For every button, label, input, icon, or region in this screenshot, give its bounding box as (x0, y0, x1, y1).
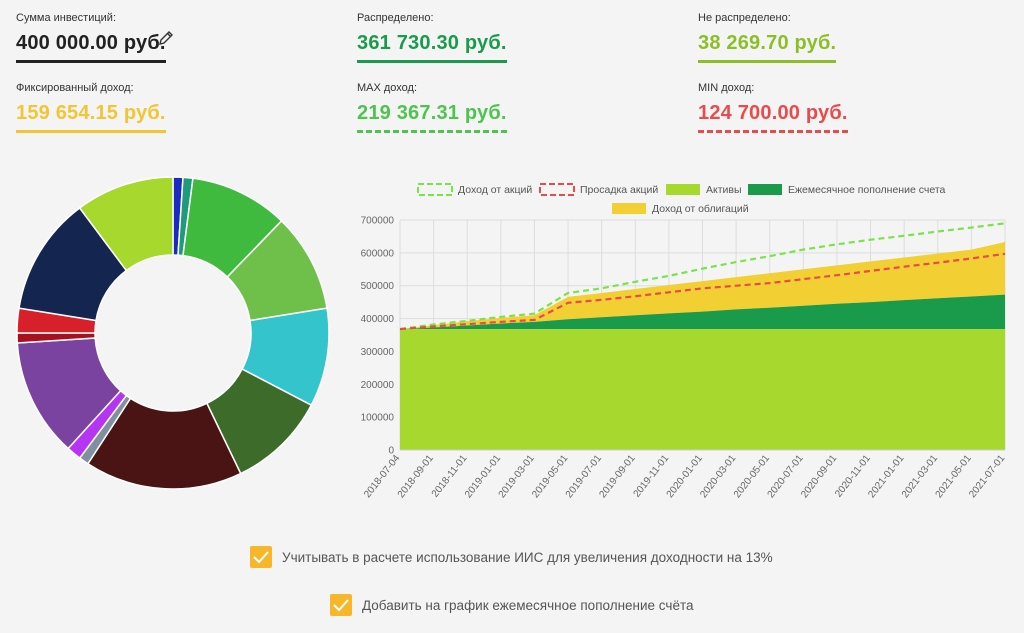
monthly-topup-option[interactable]: Добавить на график ежемесячное пополнени… (330, 594, 694, 616)
portfolio-donut-chart (16, 176, 330, 490)
iis-checkbox[interactable] (250, 546, 272, 568)
legend-swatch (539, 183, 575, 196)
stat-investment-total: Сумма инвестиций: 400 000.00 руб. (16, 12, 166, 63)
legend-item[interactable]: Активы (666, 184, 742, 196)
y-tick-label: 500000 (361, 281, 395, 292)
stat-label: MAX доход: (357, 82, 418, 94)
legend-swatch (666, 184, 700, 195)
y-tick-label: 400000 (361, 314, 395, 325)
y-tick-label: 100000 (361, 413, 395, 424)
stat-value: 400 000.00 руб. (16, 32, 166, 63)
y-tick-label: 600000 (361, 248, 395, 259)
legend-swatch (612, 203, 646, 214)
donut-slice-13[interactable] (78, 176, 174, 272)
line-stock-drawdown (399, 252, 1006, 331)
stat-value: 124 700.00 руб. (698, 102, 848, 133)
legend-item[interactable]: Ежемесячное пополнение счета (748, 184, 946, 196)
stat-min-income: MIN доход: 124 700.00 руб. (698, 82, 848, 133)
legend-item[interactable]: Доход от облигаций (612, 203, 749, 215)
stat-value: 159 654.15 руб. (16, 102, 166, 133)
pencil-icon[interactable] (158, 30, 174, 46)
legend-label: Просадка акций (580, 184, 658, 196)
stat-undistributed: Не распределено: 38 269.70 руб. (698, 12, 837, 63)
y-tick-label: 700000 (361, 216, 395, 227)
iis-option-label: Учитывать в расчете использование ИИС дл… (282, 549, 773, 565)
y-tick-label: 0 (388, 446, 394, 457)
stat-fixed-income: Фиксированный доход: 159 654.15 руб. (16, 82, 166, 133)
stat-label: Сумма инвестиций: (16, 12, 117, 24)
stat-max-income: MAX доход: 219 367.31 руб. (357, 82, 507, 133)
stat-label: Не распределено: (698, 12, 791, 24)
monthly-topup-checkbox[interactable] (330, 594, 352, 616)
checkmark-icon (333, 599, 349, 612)
area-bond-income (400, 242, 1005, 330)
area-assets (400, 329, 1005, 450)
legend-item[interactable]: Просадка акций (539, 183, 658, 196)
legend-swatch (417, 183, 453, 196)
legend-label: Доход от облигаций (652, 203, 749, 215)
legend-label: Доход от акций (458, 184, 532, 196)
legend-item[interactable]: Доход от акций (417, 183, 532, 196)
area-monthly-topup (400, 294, 1005, 330)
stat-label: Фиксированный доход: (16, 82, 134, 94)
stat-value: 38 269.70 руб. (698, 32, 837, 63)
y-tick-label: 300000 (361, 347, 395, 358)
y-tick-label: 200000 (361, 380, 395, 391)
donut-slice-6[interactable] (86, 397, 242, 490)
iis-option[interactable]: Учитывать в расчете использование ИИС дл… (250, 546, 773, 568)
stat-distributed: Распределено: 361 730.30 руб. (357, 12, 507, 63)
line-stock-income (399, 222, 1006, 331)
chart-legend: Доход от акций Просадка акций Активы Ежемес… (417, 183, 946, 215)
stat-label: MIN доход: (698, 82, 755, 94)
monthly-topup-option-label: Добавить на график ежемесячное пополнени… (362, 597, 694, 613)
stat-value: 361 730.30 руб. (357, 32, 507, 63)
legend-label: Активы (706, 184, 742, 196)
legend-label: Ежемесячное пополнение счета (788, 184, 946, 196)
stat-label: Распределено: (357, 12, 434, 24)
stat-value: 219 367.31 руб. (357, 102, 507, 133)
income-area-chart: Доход от акций Просадка акций Активы Ежемес… (361, 183, 1008, 500)
legend-swatch (748, 184, 782, 195)
checkmark-icon (253, 551, 269, 564)
